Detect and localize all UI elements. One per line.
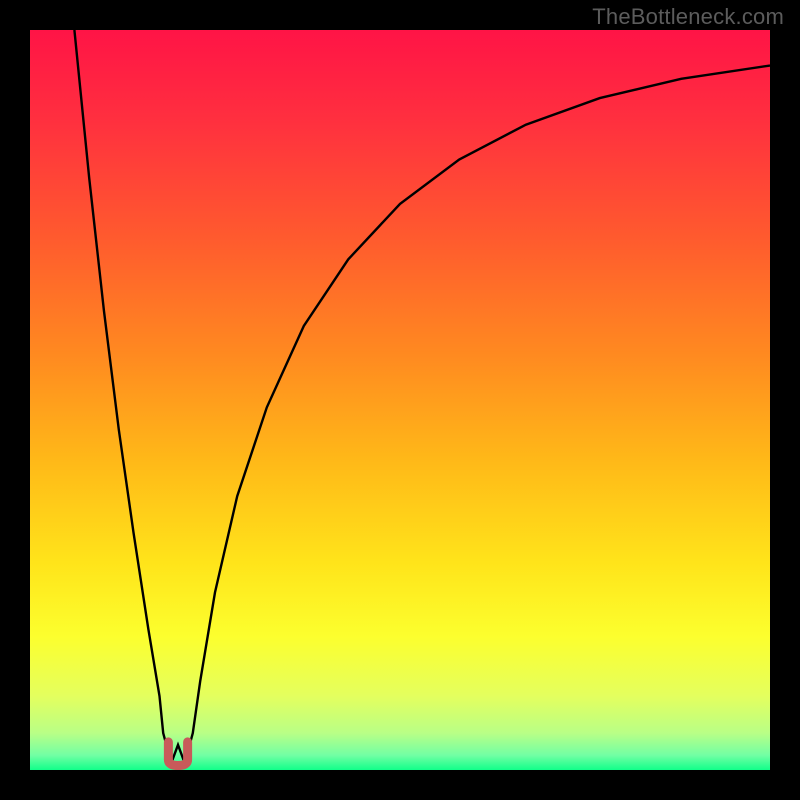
chart-stage: TheBottleneck.com bbox=[0, 0, 800, 800]
curve-layer bbox=[30, 30, 770, 770]
watermark-text: TheBottleneck.com bbox=[592, 4, 784, 30]
plot-area bbox=[30, 30, 770, 770]
bottleneck-curve bbox=[74, 30, 770, 759]
